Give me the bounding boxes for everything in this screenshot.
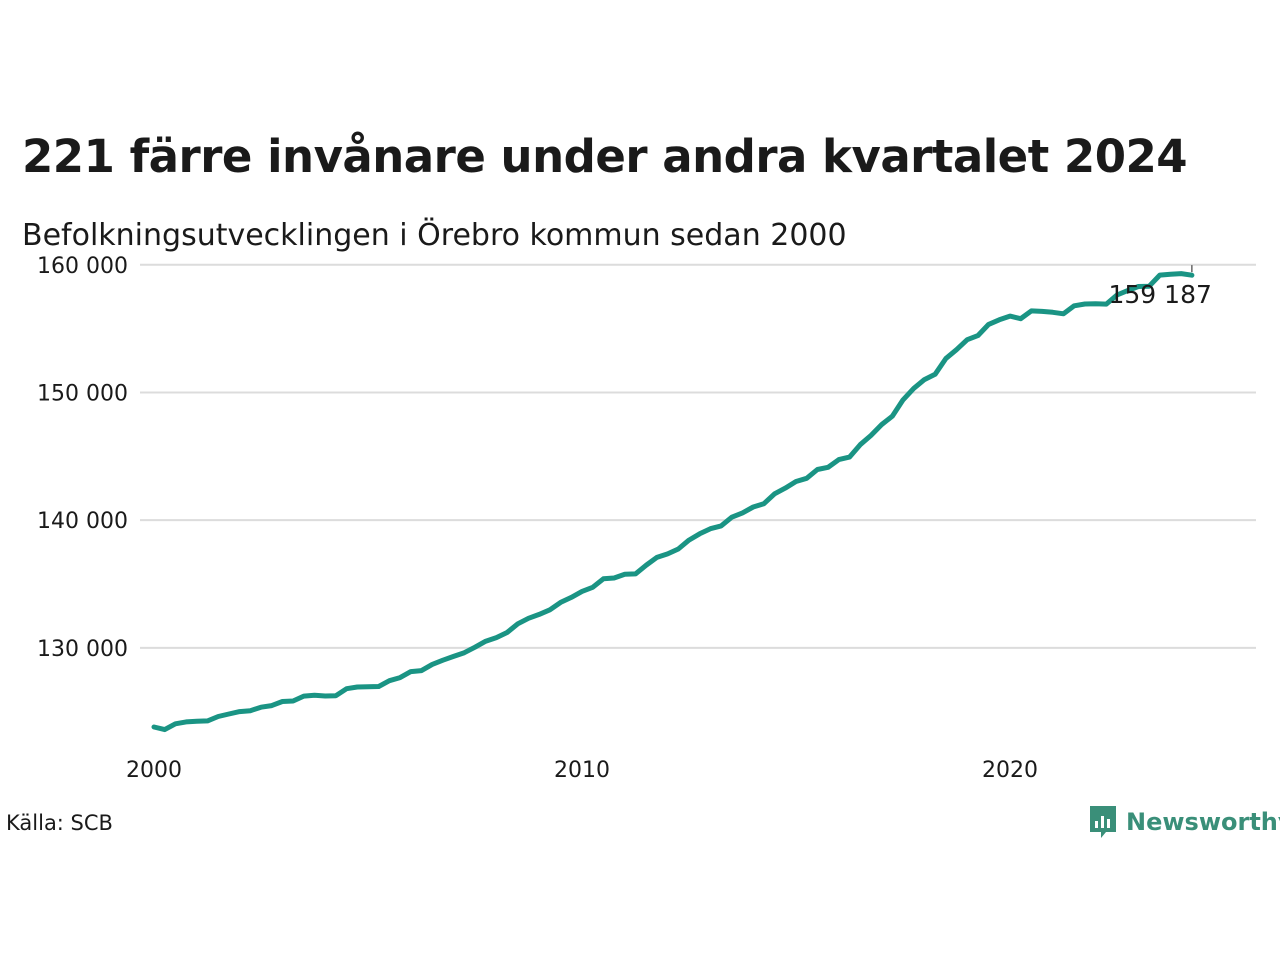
population-series-line [151, 271, 1195, 733]
newsworthy-logo-icon [1090, 806, 1116, 838]
y-tick-label: 160 000 [37, 254, 128, 279]
series-layer [151, 271, 1195, 733]
chart-subtitle: Befolkningsutvecklingen i Örebro kommun … [22, 218, 847, 253]
end-value-label: 159 187 [1109, 280, 1212, 309]
newsworthy-logo[interactable]: Newsworthy [1088, 804, 1280, 840]
x-tick-label: 2010 [554, 758, 610, 783]
y-tick-label: 150 000 [37, 381, 128, 406]
end-annotation: 159 187 [1109, 265, 1212, 309]
chart-title: 221 färre invånare under andra kvartalet… [22, 130, 1188, 183]
x-tick-label: 2000 [126, 758, 182, 783]
source-note: Källa: SCB [6, 811, 113, 835]
y-tick-label: 140 000 [37, 509, 128, 534]
y-axis-labels: 130 000 140 000 150 000 160 000 [37, 254, 128, 662]
y-tick-label: 130 000 [37, 637, 128, 662]
x-tick-label: 2020 [982, 758, 1038, 783]
x-axis-labels: 2000 2010 2020 [126, 758, 1038, 783]
newsworthy-logo-text: Newsworthy [1126, 808, 1280, 836]
grid-lines [140, 263, 1256, 649]
